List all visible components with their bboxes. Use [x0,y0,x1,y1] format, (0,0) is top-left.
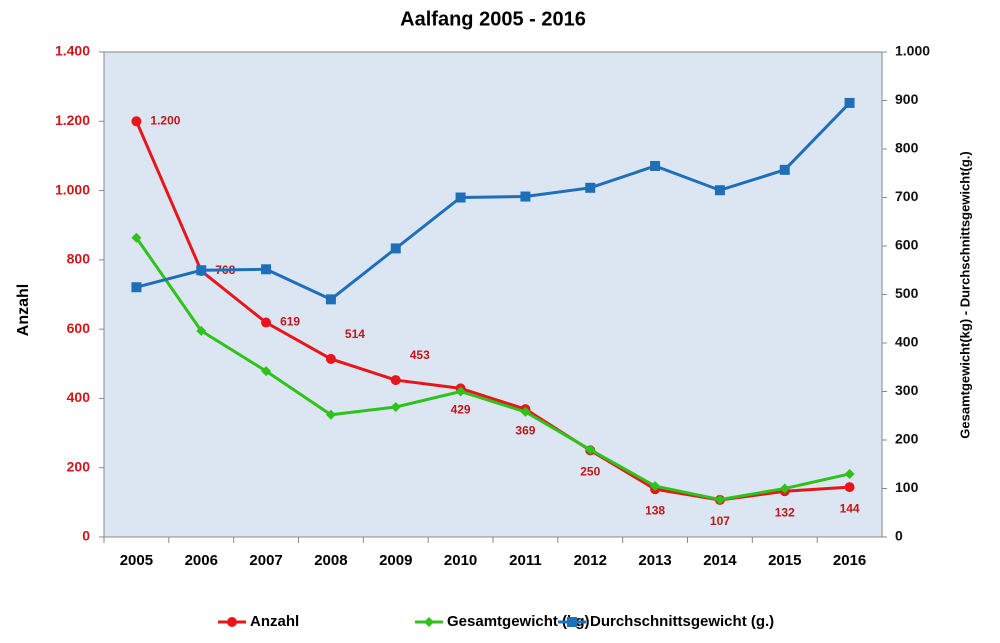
data-point [390,243,401,254]
data-point [650,481,661,492]
data-point [844,482,855,493]
data-point [131,282,142,293]
data-label: 1.200 [150,113,180,127]
x-tick-label: 2011 [509,552,542,569]
data-point [261,264,272,275]
y2-tick-label: 0 [895,528,903,544]
data-point [390,375,401,386]
data-point [261,366,272,377]
data-label: 138 [645,503,665,517]
data-point [844,97,855,108]
x-tick-label: 2016 [833,552,866,569]
x-tick-label: 2005 [120,552,153,569]
data-point [585,182,596,193]
data-point [390,402,401,413]
y2-tick-label: 700 [895,188,919,204]
legend-marker [424,617,434,627]
data-label: 144 [840,501,860,515]
data-point [585,444,596,455]
data-point [455,386,466,397]
y-axis-title: Anzahl [15,284,32,336]
x-tick-label: 2014 [703,552,737,569]
data-label: 369 [515,423,535,437]
y-tick-label: 200 [67,458,91,474]
y-tick-label: 1.400 [55,43,90,59]
y-tick-label: 1.200 [55,112,90,128]
series-line [135,236,850,502]
data-label: 453 [410,348,430,362]
data-point [650,160,661,171]
data-point [196,265,207,276]
x-tick-label: 2012 [574,552,607,569]
data-point [131,232,142,243]
x-tick-label: 2015 [768,552,801,569]
data-point [196,325,207,336]
y2-tick-label: 800 [895,140,919,156]
data-point [520,406,531,417]
chart-title: Aalfang 2005 - 2016 [400,8,586,30]
data-point [779,164,790,175]
data-point [520,191,531,202]
data-label: 619 [280,315,300,329]
y2-axis-title: Gesamtgewicht(kg) - Durchschnittsgewicht… [957,151,972,438]
data-point [325,409,336,420]
x-tick-label: 2010 [444,552,477,569]
data-label: 514 [345,327,365,341]
y-tick-label: 0 [82,528,90,544]
x-tick-label: 2009 [379,552,412,569]
y-tick-label: 1.000 [55,181,90,197]
data-point [325,353,336,364]
legend-label: Gesamtgewicht (kg) [447,613,590,630]
legend-label: Anzahl [250,613,299,630]
data-label: 132 [775,505,795,519]
data-point [325,294,336,305]
y-tick-label: 600 [67,320,91,336]
plot-area [103,51,883,538]
legend-marker [567,617,577,627]
y2-tick-label: 900 [895,91,919,107]
y2-tick-label: 600 [895,237,919,253]
y2-tick-label: 400 [895,334,919,350]
data-point [261,317,272,328]
data-label: 250 [580,465,600,479]
y-tick-label: 800 [67,251,91,267]
y2-tick-label: 300 [895,382,919,398]
y2-tick-label: 500 [895,285,919,301]
series-line [136,101,851,302]
y2-tick-label: 100 [895,479,919,495]
data-label: 107 [710,514,730,528]
data-point [131,116,142,127]
data-point [455,192,466,203]
y2-tick-label: 200 [895,431,919,447]
data-point [844,468,855,479]
legend-label: Durchschnittsgewicht (g.) [590,613,774,630]
y-tick-label: 400 [67,389,91,405]
x-tick-label: 2008 [314,552,347,569]
data-label: 429 [451,403,471,417]
x-tick-label: 2007 [249,552,282,569]
data-point [779,483,790,494]
y2-tick-label: 1.000 [895,43,930,59]
legend-marker [227,617,237,627]
x-tick-label: 2013 [638,552,671,569]
x-tick-label: 2006 [185,552,218,569]
data-point [714,185,725,196]
data-point [714,494,725,505]
